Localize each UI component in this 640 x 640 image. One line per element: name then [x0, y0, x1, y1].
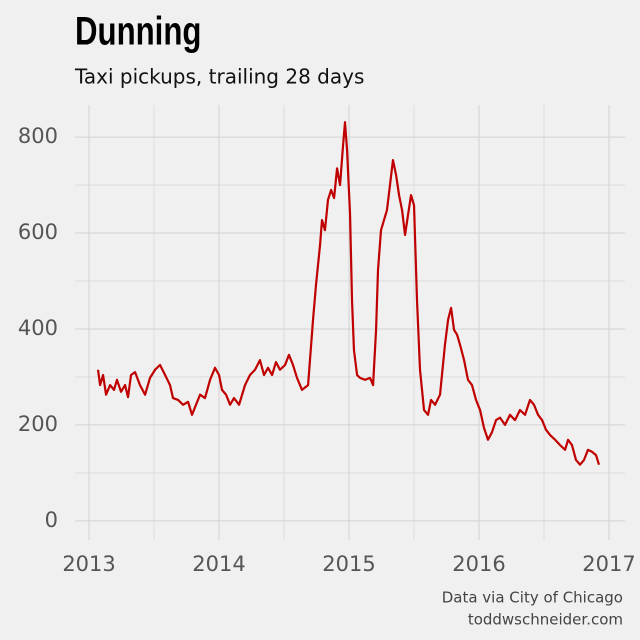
data-line [96, 121, 601, 466]
y-tick-label: 200 [18, 412, 58, 436]
y-tick-label: 0 [45, 508, 58, 532]
y-tick-label: 600 [18, 220, 58, 244]
x-tick-label: 2013 [62, 552, 115, 576]
x-tick-label: 2016 [452, 552, 505, 576]
chart-subtitle: Taxi pickups, trailing 28 days [74, 65, 364, 89]
y-tick-label: 800 [18, 124, 58, 148]
x-tick-label: 2015 [322, 552, 375, 576]
x-tick-label: 2014 [192, 552, 245, 576]
caption: Data via City of Chicago [442, 589, 623, 607]
x-tick-label: 2017 [582, 552, 635, 576]
chart-title: Dunning [75, 9, 201, 54]
caption: toddwschneider.com [468, 611, 623, 629]
y-tick-label: 400 [18, 316, 58, 340]
